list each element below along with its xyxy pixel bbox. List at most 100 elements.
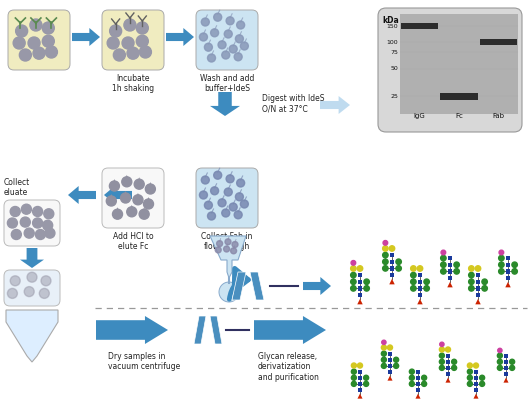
Circle shape [219,282,239,302]
Bar [358,388,362,392]
Circle shape [204,201,212,209]
Circle shape [24,287,34,297]
Bar [390,253,394,257]
Text: Incubate
1h shaking: Incubate 1h shaking [112,74,154,93]
Polygon shape [109,194,114,199]
Circle shape [107,37,119,49]
Polygon shape [194,316,206,344]
Bar [358,280,362,284]
Polygon shape [446,378,450,383]
Circle shape [421,381,427,387]
Circle shape [201,18,209,26]
Circle shape [364,375,369,380]
Circle shape [214,171,222,179]
Bar [416,376,420,380]
Circle shape [351,369,356,374]
Circle shape [109,181,119,191]
Circle shape [498,255,504,261]
Text: Add HCl to
elute Fc: Add HCl to elute Fc [112,232,153,252]
Circle shape [240,200,248,208]
Circle shape [216,240,223,247]
Circle shape [381,345,386,350]
Circle shape [393,357,399,362]
Circle shape [497,359,503,364]
Circle shape [454,269,459,274]
Bar [358,293,362,297]
FancyBboxPatch shape [196,10,258,70]
Circle shape [27,272,37,282]
Circle shape [214,13,222,21]
Polygon shape [137,177,141,182]
Circle shape [41,276,51,286]
Polygon shape [142,207,146,212]
Circle shape [441,262,446,267]
Circle shape [383,259,388,265]
Circle shape [42,35,54,47]
FancyBboxPatch shape [4,200,60,246]
Circle shape [134,179,144,189]
Circle shape [411,285,416,291]
Bar [448,256,452,260]
Bar [416,370,420,373]
Circle shape [409,381,414,387]
Bar [504,366,508,370]
Circle shape [211,187,219,195]
Text: Fab: Fab [492,113,504,119]
Circle shape [440,342,444,346]
Polygon shape [357,393,363,399]
Circle shape [411,266,416,271]
Circle shape [24,228,34,238]
FancyBboxPatch shape [378,8,522,132]
Circle shape [357,266,363,271]
Polygon shape [104,186,132,204]
Circle shape [106,196,116,206]
Circle shape [122,37,134,49]
Bar [476,273,480,277]
Circle shape [45,228,55,238]
Circle shape [208,212,215,220]
Bar [358,273,362,277]
Circle shape [234,211,242,219]
Polygon shape [357,299,363,304]
Text: 150: 150 [386,23,398,29]
Circle shape [42,22,54,34]
Text: kDa: kDa [382,16,399,25]
Bar [506,276,510,280]
Circle shape [144,199,154,209]
Circle shape [237,21,244,29]
Circle shape [351,261,356,265]
Polygon shape [72,28,100,46]
Bar [358,286,362,290]
Circle shape [351,285,356,291]
Circle shape [110,25,121,37]
Circle shape [235,193,243,201]
Circle shape [7,218,17,228]
Bar [474,388,478,392]
Circle shape [421,375,427,380]
Bar [474,382,478,386]
Circle shape [33,207,43,216]
Circle shape [497,365,503,371]
Circle shape [393,363,399,369]
Circle shape [446,347,450,352]
Circle shape [451,365,457,371]
Circle shape [136,35,148,47]
Bar [401,23,438,29]
Circle shape [226,17,234,25]
Circle shape [381,351,386,356]
Circle shape [30,19,42,31]
Circle shape [139,209,149,219]
Circle shape [475,266,480,271]
Circle shape [229,45,237,53]
Bar [388,364,392,368]
Circle shape [127,207,137,217]
Circle shape [351,381,356,387]
Bar [440,92,478,99]
Polygon shape [96,316,168,344]
Bar [479,39,517,45]
Polygon shape [447,282,452,288]
Circle shape [351,375,356,380]
Circle shape [133,195,143,205]
Polygon shape [130,205,134,210]
Bar [476,286,480,290]
